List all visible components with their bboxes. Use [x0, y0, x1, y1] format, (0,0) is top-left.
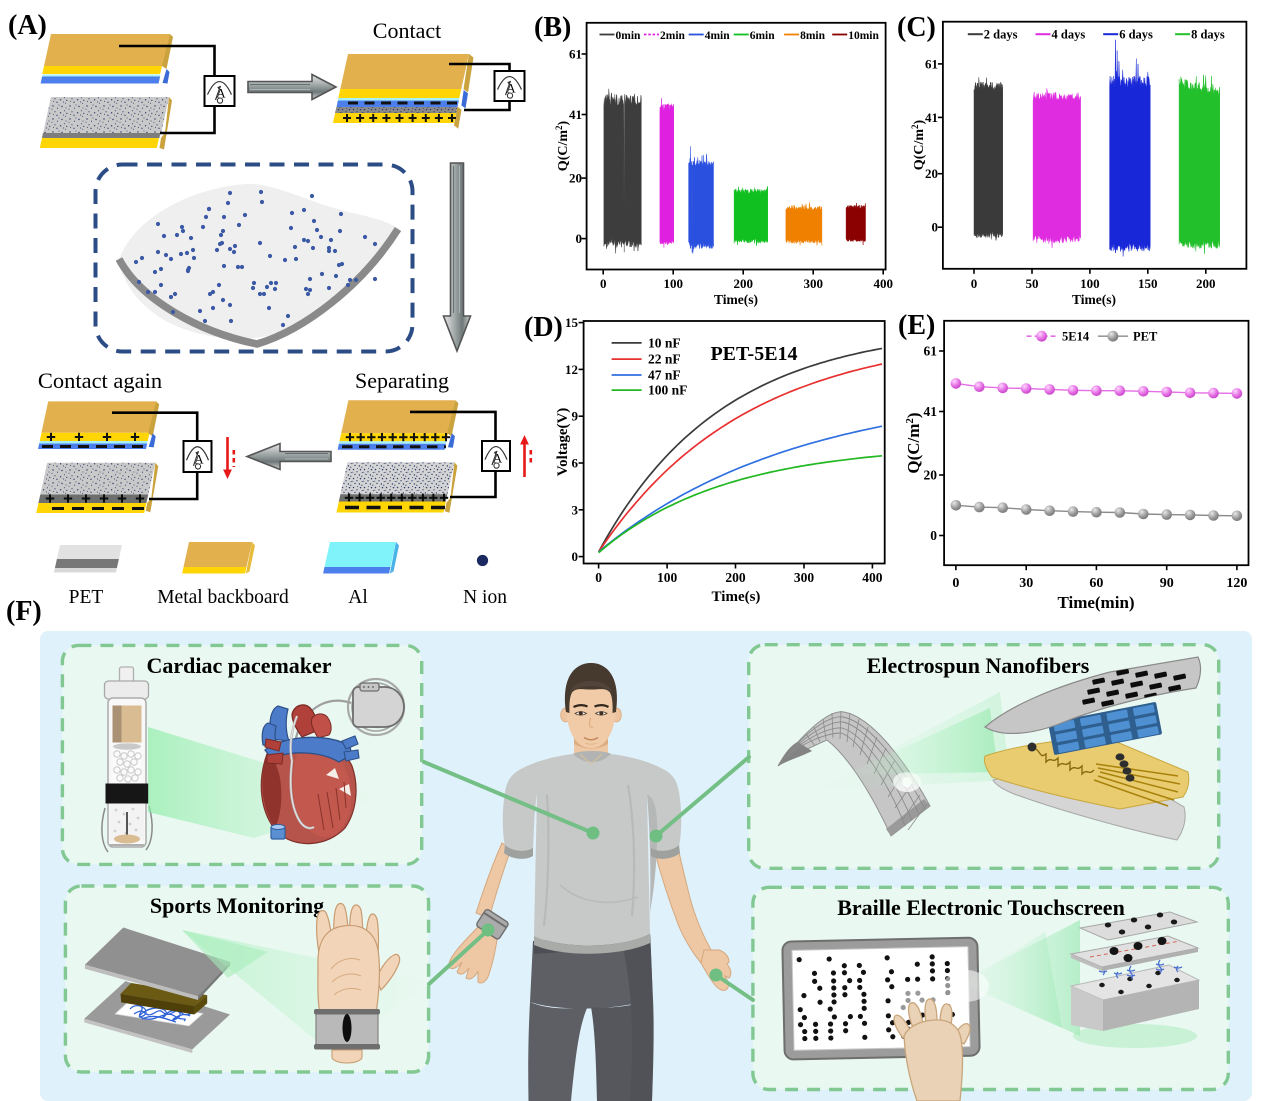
svg-text:(F): (F): [6, 596, 42, 627]
svg-text:4 days: 4 days: [1052, 28, 1086, 42]
svg-text:61: 61: [924, 344, 938, 359]
svg-text:(D): (D): [524, 312, 563, 343]
svg-text:A: A: [506, 81, 516, 96]
svg-text:0: 0: [595, 570, 602, 585]
svg-text:20: 20: [925, 166, 938, 181]
svg-text:Contact again: Contact again: [38, 368, 162, 393]
svg-text:Q(C/m2): Q(C/m2): [904, 412, 923, 473]
svg-text:8 days: 8 days: [1191, 28, 1225, 42]
svg-text:200: 200: [1196, 276, 1216, 291]
svg-text:120: 120: [1226, 576, 1247, 591]
svg-text:200: 200: [733, 276, 753, 291]
svg-text:(E): (E): [898, 310, 935, 341]
svg-text:Al: Al: [348, 587, 368, 608]
svg-text:22 nF: 22 nF: [648, 352, 681, 367]
svg-text:A: A: [194, 451, 204, 466]
svg-text:Separating: Separating: [355, 368, 449, 393]
svg-text:Contact: Contact: [373, 18, 441, 43]
svg-text:30: 30: [1019, 576, 1033, 591]
svg-text:Q(C/m2): Q(C/m2): [910, 119, 927, 170]
svg-text:A: A: [493, 451, 503, 466]
svg-text:0: 0: [576, 231, 583, 246]
svg-text:Metal backboard: Metal backboard: [157, 587, 289, 608]
svg-text:100: 100: [663, 276, 683, 291]
svg-text:(A): (A): [8, 10, 47, 41]
svg-text:Time(s): Time(s): [1072, 292, 1116, 307]
svg-text:47 nF: 47 nF: [648, 368, 681, 383]
svg-text:0: 0: [572, 549, 579, 564]
svg-text:PET: PET: [69, 587, 104, 608]
svg-text:2 days: 2 days: [984, 28, 1018, 42]
svg-text:PET: PET: [1133, 330, 1158, 344]
svg-text:100: 100: [657, 570, 678, 585]
svg-text:Electrospun Nanofibers: Electrospun Nanofibers: [867, 653, 1090, 678]
svg-text:41: 41: [925, 110, 938, 125]
svg-text:0min: 0min: [616, 30, 642, 42]
svg-text:Time(min): Time(min): [1057, 593, 1134, 612]
svg-text:Time(s): Time(s): [714, 292, 758, 307]
svg-text:50: 50: [1026, 276, 1039, 291]
svg-text:400: 400: [873, 276, 893, 291]
svg-text:10min: 10min: [848, 30, 879, 42]
svg-text:6 days: 6 days: [1119, 28, 1153, 42]
svg-text:100: 100: [1080, 276, 1100, 291]
svg-text:20: 20: [569, 171, 582, 186]
svg-text:90: 90: [1160, 576, 1174, 591]
svg-text:300: 300: [803, 276, 823, 291]
svg-text:300: 300: [794, 570, 815, 585]
svg-text:PET-5E14: PET-5E14: [710, 343, 797, 365]
svg-text:Time(s): Time(s): [712, 589, 761, 605]
svg-text:2min: 2min: [660, 30, 686, 42]
svg-text:15: 15: [565, 315, 579, 330]
svg-text:10 nF: 10 nF: [648, 335, 681, 350]
svg-text:5E14: 5E14: [1062, 330, 1090, 344]
svg-text:61: 61: [925, 56, 938, 71]
svg-text:4min: 4min: [705, 30, 731, 42]
svg-text:Braille Electronic Touchscreen: Braille Electronic Touchscreen: [837, 895, 1125, 920]
svg-text:60: 60: [1089, 576, 1103, 591]
svg-text:61: 61: [569, 47, 582, 62]
svg-text:0: 0: [932, 220, 939, 235]
svg-text:100 nF: 100 nF: [648, 383, 687, 398]
svg-text:Cardiac pacemaker: Cardiac pacemaker: [146, 653, 331, 678]
svg-text:0: 0: [930, 528, 937, 543]
svg-text:8min: 8min: [800, 30, 826, 42]
svg-text:Q(C/m2): Q(C/m2): [554, 120, 571, 171]
svg-text:(C): (C): [897, 12, 936, 43]
svg-text:Sports Monitoring: Sports Monitoring: [150, 893, 324, 918]
svg-text:6: 6: [572, 456, 579, 471]
svg-text:41: 41: [569, 107, 582, 122]
svg-text:N ion: N ion: [463, 587, 507, 608]
svg-text:6min: 6min: [750, 30, 776, 42]
svg-text:400: 400: [862, 570, 883, 585]
svg-text:(B): (B): [534, 12, 571, 43]
svg-text:150: 150: [1138, 276, 1158, 291]
svg-text:9: 9: [572, 409, 579, 424]
svg-text:0: 0: [952, 576, 959, 591]
svg-text:Voltage(V): Voltage(V): [555, 408, 571, 477]
svg-text:0: 0: [971, 276, 978, 291]
svg-text:200: 200: [725, 570, 746, 585]
svg-text:41: 41: [924, 404, 938, 419]
svg-text:A: A: [216, 86, 226, 101]
svg-text:20: 20: [924, 468, 938, 483]
svg-text:3: 3: [572, 502, 579, 517]
svg-text:12: 12: [565, 362, 578, 377]
svg-text:0: 0: [600, 276, 607, 291]
